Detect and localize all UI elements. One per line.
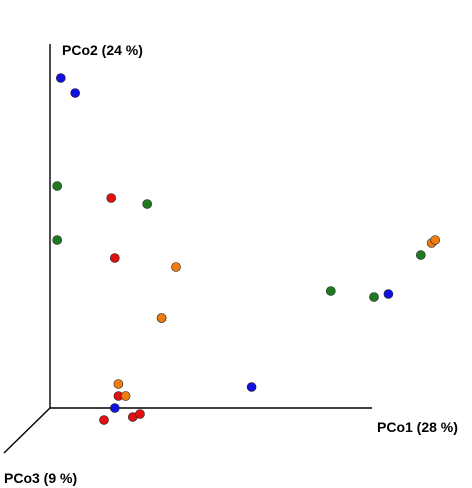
data-point-red-5: [106, 193, 116, 203]
data-point-orange-10: [156, 313, 167, 323]
data-point-blue-2: [70, 88, 80, 98]
pco1-axis-label: PCo1 (28 %): [377, 419, 458, 435]
data-point-green-14: [415, 250, 426, 260]
data-point-blue-13: [383, 289, 394, 299]
data-point-red-22: [99, 415, 109, 425]
data-point-blue-21: [110, 403, 120, 413]
data-point-green-6: [142, 199, 152, 209]
data-point-green-12: [369, 292, 379, 302]
data-point-green-4: [52, 235, 63, 245]
data-point-blue-17: [246, 382, 257, 392]
data-point-green-3: [52, 181, 63, 191]
pco3-axis-line: [3, 407, 51, 454]
data-points: [52, 73, 441, 425]
pco2-axis-label: PCo2 (24 %): [62, 42, 143, 58]
pco3-axis-label: PCo3 (9 %): [4, 470, 77, 486]
data-point-orange-20: [120, 391, 131, 401]
data-point-orange-8: [171, 262, 181, 272]
data-point-green-11: [325, 286, 336, 296]
data-point-red-7: [110, 253, 120, 263]
data-point-blue-1: [55, 73, 66, 83]
data-point-red-24: [135, 409, 145, 419]
data-point-orange-16: [430, 235, 441, 245]
axes: [3, 44, 372, 454]
data-point-orange-18: [113, 379, 124, 389]
